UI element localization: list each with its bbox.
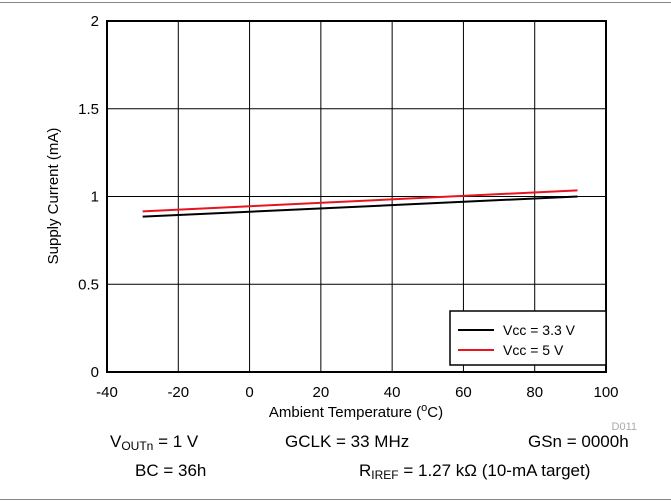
- condition-riref: RIREF = 1.27 kΩ (10-mA target): [359, 461, 591, 482]
- x-tick-labels: -40 -20 0 20 40 60 80 100: [96, 384, 618, 401]
- condition-gclk: GCLK = 33 MHz: [285, 432, 410, 451]
- y-tick-labels: 0 0.5 1 1.5 2: [78, 13, 99, 381]
- y-tick-label: 0.5: [78, 276, 99, 293]
- series-lines: [142, 189, 578, 218]
- x-tick-label: 100: [593, 384, 618, 401]
- legend-label-2: Vcc = 5 V: [503, 342, 564, 358]
- x-tick-label: 60: [455, 384, 472, 401]
- condition-bc: BC = 36h: [135, 461, 207, 480]
- x-tick-label: 20: [313, 384, 330, 401]
- series-line-1: [142, 195, 578, 218]
- y-tick-label: 0: [91, 364, 99, 381]
- x-tick-label: 40: [384, 384, 401, 401]
- plot-frame: [106, 20, 607, 373]
- legend-label-1: Vcc = 3.3 V: [503, 322, 576, 338]
- legend: Vcc = 3.3 V Vcc = 5 V: [449, 310, 607, 366]
- x-tick-label: 80: [526, 384, 543, 401]
- figure-code: D011: [612, 421, 637, 433]
- top-rule: [0, 2, 671, 3]
- legend-box: [449, 310, 607, 366]
- condition-vout: VOUTn = 1 V: [110, 432, 199, 453]
- x-axis-label: Ambient Temperature (oC): [269, 402, 443, 421]
- condition-gsn: GSn = 0000h: [528, 432, 629, 451]
- series-line-2: [142, 189, 578, 213]
- bottom-rule: [0, 499, 671, 500]
- x-tick-label: -20: [167, 384, 189, 401]
- y-axis-label: Supply Current (mA): [45, 128, 62, 265]
- x-tick-label: -40: [96, 384, 118, 401]
- x-tick-label: 0: [245, 384, 253, 401]
- y-tick-label: 2: [91, 13, 99, 30]
- y-tick-label: 1.5: [78, 101, 99, 118]
- y-tick-label: 1: [91, 189, 99, 206]
